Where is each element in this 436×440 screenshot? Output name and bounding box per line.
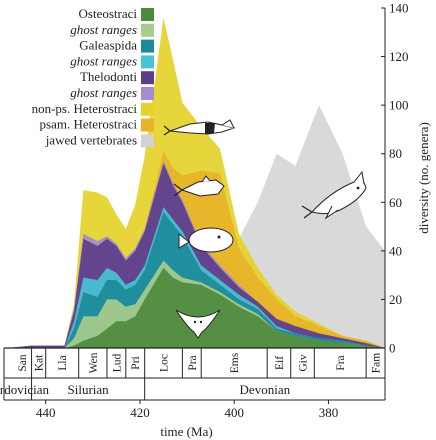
x-axis: 440 420 400 380 time (Ma) — [36, 400, 338, 439]
stage-fra: Fra — [335, 348, 367, 378]
jawed-fish-silhouette — [301, 170, 367, 220]
y-axis-title: diversity (no. genera) — [416, 122, 431, 234]
period-label: Devonian — [240, 382, 291, 397]
stage-label: Lud — [111, 353, 123, 372]
stage-label: San — [17, 354, 29, 372]
fish-silhouettes — [163, 119, 367, 339]
jawless-fish-silhouette-4 — [175, 309, 221, 339]
legend-label: ghost ranges — [70, 85, 137, 100]
legend-label: Thelodonti — [80, 69, 137, 84]
stage-label: Fam — [371, 353, 383, 374]
stage-loc: Loc — [159, 348, 183, 378]
period-label: Ordovician — [0, 382, 50, 397]
stage-ems: Ems — [229, 348, 268, 378]
stage-label: Wen — [88, 352, 100, 373]
y-tick-label: 100 — [389, 98, 409, 113]
period-label: Silurian — [68, 382, 110, 397]
x-tick-label: 380 — [319, 405, 339, 420]
stage-fam: Fam — [371, 348, 386, 378]
stage-san: San — [17, 348, 33, 378]
stage-lla: Lla — [57, 348, 80, 378]
legend-item-jawed: jawed vertebrates — [45, 132, 154, 148]
legend-item-thelodonti: Thelodonti — [80, 69, 154, 85]
y-tick-label: 120 — [389, 49, 409, 64]
jawless-fish-silhouette-1 — [163, 119, 236, 136]
stage-label: Lla — [57, 355, 69, 370]
area-osteostraci — [8, 267, 385, 348]
legend-swatch — [141, 102, 154, 116]
jawless-fish-silhouette-3 — [178, 227, 234, 253]
stage-giv: Giv — [298, 348, 315, 378]
legend-label: Galeaspida — [79, 38, 137, 53]
legend-swatch — [141, 118, 154, 132]
legend-item-nonps-heterostraci: non-ps. Heterostraci — [32, 101, 154, 116]
stage-eif: Eif — [274, 348, 292, 378]
stage-pra: Pra — [187, 348, 202, 378]
y-tick-label: 40 — [389, 243, 402, 258]
stage-label: Giv — [298, 354, 310, 372]
legend-item-osteostraci-ghost: ghost ranges — [70, 22, 154, 37]
legend-swatch — [141, 23, 154, 37]
legend-label: psam. Heterostraci — [40, 117, 138, 132]
legend-label: ghost ranges — [70, 22, 137, 37]
legend-swatch — [141, 8, 154, 21]
area-jawed-vertebrates — [8, 105, 385, 348]
x-tick-label: 440 — [36, 405, 56, 420]
legend-swatch — [141, 134, 154, 148]
legend-swatch — [141, 55, 154, 69]
period-silurian: Silurian — [68, 378, 146, 400]
stage-label: Eif — [274, 356, 286, 370]
stage-pri: Pri — [130, 348, 146, 378]
legend-item-thelodonti-ghost: ghost ranges — [70, 85, 154, 100]
legend-label: non-ps. Heterostraci — [32, 101, 138, 116]
stratigraphy-bar: San Kat Lla Wen Lud Pri Loc Pra Ems Eif Giv Fra Fam O… — [0, 347, 386, 401]
legend-swatch — [141, 71, 154, 85]
legend-label: Osteostraci — [79, 6, 138, 21]
stage-label: Pri — [130, 356, 142, 369]
stage-label: Loc — [159, 354, 171, 372]
legend-item-galeaspida-ghost: ghost ranges — [70, 53, 154, 69]
x-tick-label: 400 — [224, 405, 244, 420]
period-devonian: Devonian — [240, 378, 386, 400]
x-tick-label: 420 — [130, 405, 150, 420]
stage-label: Fra — [335, 355, 347, 370]
y-tick-label: 80 — [389, 146, 402, 161]
y-tick-label: 0 — [389, 341, 396, 356]
y-tick-label: 20 — [389, 292, 402, 307]
legend-item-osteostraci: Osteostraci — [79, 6, 154, 21]
legend-label: ghost ranges — [70, 53, 137, 68]
y-axis: 0 20 40 60 80 100 120 140 diversity (no. genera) — [381, 1, 431, 356]
x-axis-title: time (Ma) — [160, 424, 212, 439]
stage-label: Pra — [187, 355, 199, 370]
legend-item-galeaspida: Galeaspida — [79, 38, 154, 53]
legend-swatch — [141, 39, 154, 53]
stage-kat: Kat — [34, 348, 47, 378]
stage-label: Ems — [229, 352, 241, 373]
stage-wen: Wen — [88, 348, 108, 378]
jawless-fish-silhouette-2 — [173, 175, 225, 197]
y-tick-label: 140 — [389, 1, 409, 16]
stage-label: Kat — [34, 354, 46, 371]
stage-lud: Lud — [111, 348, 127, 378]
legend-label: jawed vertebrates — [45, 132, 137, 147]
period-ordovician: Ordovician — [0, 378, 50, 400]
legend-item-psam-heterostraci: psam. Heterostraci — [40, 117, 154, 132]
legend-swatch — [141, 87, 154, 100]
y-tick-label: 60 — [389, 195, 402, 210]
